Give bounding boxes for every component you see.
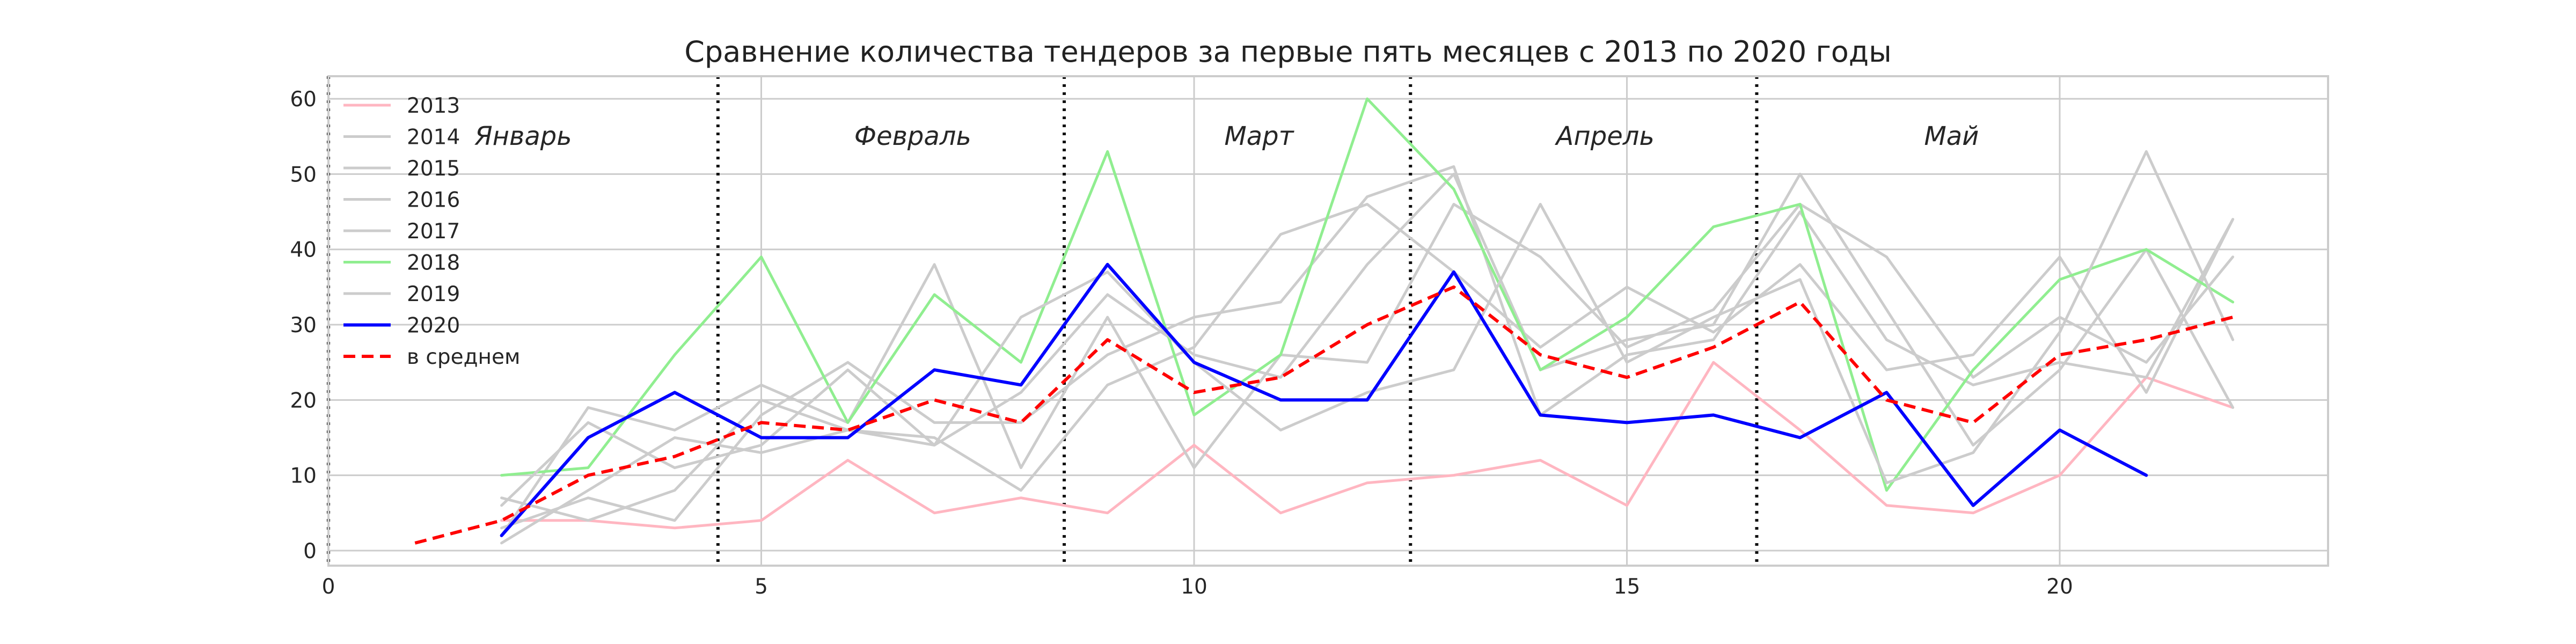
y-tick-label: 0 (303, 539, 317, 564)
legend-label: 2015 (407, 157, 460, 181)
legend-label: 2014 (407, 126, 460, 150)
legend-label: 2017 (407, 219, 460, 244)
x-tick-label: 5 (755, 575, 768, 599)
series-line-2013 (500, 361, 2235, 530)
month-label: Февраль (854, 121, 971, 151)
legend-label: 2019 (407, 282, 460, 306)
x-tick-label: 20 (2046, 575, 2073, 599)
series-line-2014 (500, 172, 2235, 545)
series-line-2017 (500, 165, 2235, 530)
x-tick-label: 15 (1614, 575, 1641, 599)
series-line-2020 (500, 262, 2148, 537)
y-tick-label: 50 (290, 163, 317, 187)
y-tick-label: 30 (290, 313, 317, 338)
month-labels: Январь Февраль Март Апрель Май (474, 121, 1979, 151)
plot-background (328, 76, 2328, 566)
legend-label: 2016 (407, 188, 460, 213)
plot-frame (327, 75, 2329, 567)
plot-area (328, 76, 2328, 566)
month-label: Март (1224, 121, 1294, 151)
chart-title: Сравнение количества тендеров за первые … (684, 35, 1892, 69)
month-label: Апрель (1555, 121, 1655, 151)
axis-ticks: 0 5 10 15 20 0 10 20 30 40 50 60 (290, 87, 2073, 599)
legend-label: 2018 (407, 251, 460, 275)
month-label: Май (1924, 121, 1979, 151)
series-line-в среднем (414, 285, 2234, 545)
series-line-2019 (500, 150, 2235, 507)
series-line-2015 (500, 203, 2235, 522)
series-line-2018 (500, 97, 2235, 492)
plot-border (327, 75, 2329, 567)
x-tick-label: 10 (1181, 575, 1208, 599)
y-tick-label: 40 (290, 238, 317, 262)
y-tick-label: 20 (290, 389, 317, 413)
series-layer (414, 97, 2235, 545)
y-tick-label: 60 (290, 87, 317, 112)
legend-label: в среднем (407, 345, 520, 369)
y-tick-label: 10 (290, 464, 317, 488)
legend-label: 2020 (407, 314, 460, 338)
legend: 2013 2014 2015 2016 2017 2018 2019 2020 в средне… (343, 94, 520, 369)
x-tick-label: 0 (322, 575, 335, 599)
month-label: Январь (474, 121, 572, 151)
legend-label: 2013 (407, 94, 460, 118)
